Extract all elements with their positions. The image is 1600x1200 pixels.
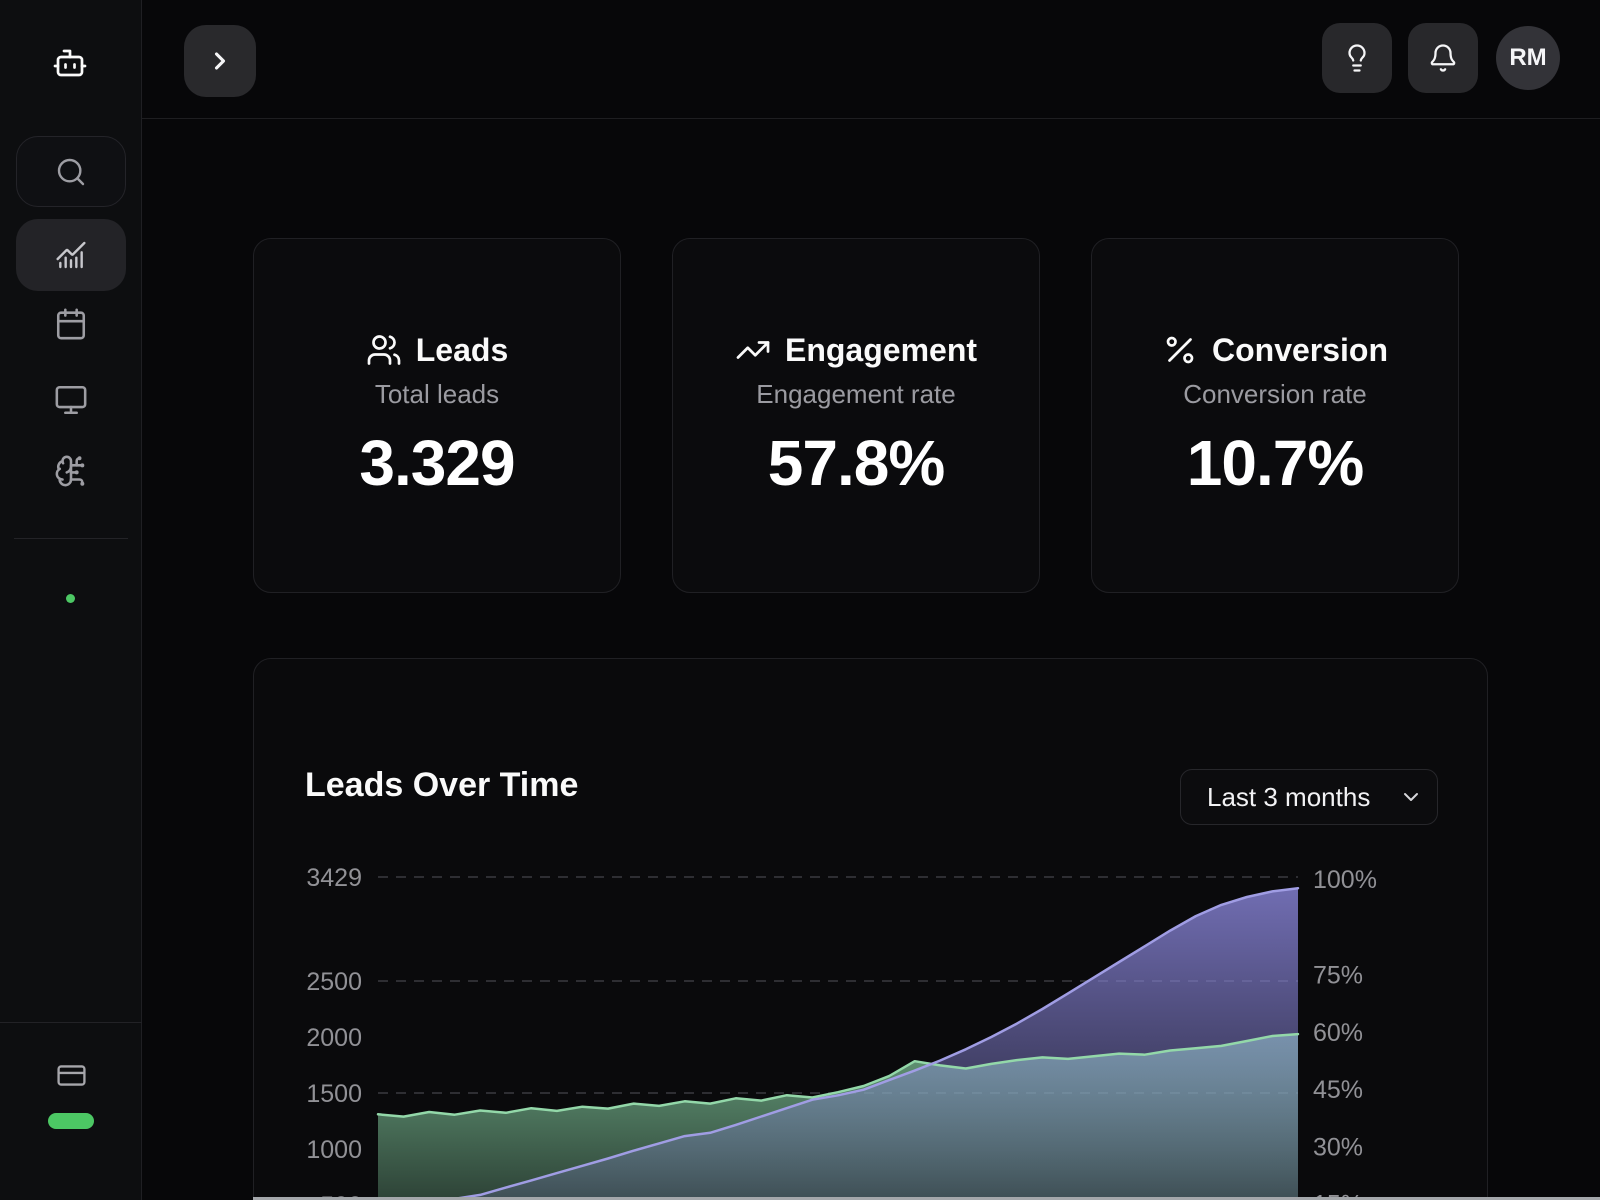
user-avatar[interactable]: RM — [1496, 26, 1560, 90]
bot-icon — [52, 45, 88, 81]
sidebar-item-analytics[interactable] — [16, 219, 126, 291]
y-axis-right-tick: 100% — [1313, 866, 1377, 894]
sidebar-expand-button[interactable] — [184, 25, 256, 97]
kpi-title-row: Conversion — [1162, 332, 1388, 369]
notifications-button[interactable] — [1408, 23, 1478, 93]
theme-toggle-button[interactable] — [1322, 23, 1392, 93]
kpi-card-conversion: Conversion Conversion rate 10.7% — [1091, 238, 1459, 593]
kpi-value: 10.7% — [1186, 426, 1364, 499]
sidebar-item-billing[interactable] — [16, 1053, 126, 1097]
kpi-title-row: Leads — [366, 332, 508, 369]
kpi-value: 3.329 — [359, 426, 515, 499]
kpi-subtitle: Total leads — [374, 378, 500, 409]
users-icon — [366, 332, 402, 368]
chart-title: Leads Over Time — [305, 766, 579, 804]
y-axis-left-tick: 2000 — [306, 1024, 362, 1052]
time-range-dropdown[interactable]: Last 3 months — [1180, 769, 1438, 825]
y-axis-right-tick: 60% — [1313, 1019, 1363, 1047]
sidebar-item-search[interactable] — [16, 136, 126, 207]
trending-up-icon — [735, 332, 771, 368]
y-axis-left-tick: 1500 — [306, 1080, 362, 1108]
kpi-title: Leads — [415, 331, 509, 368]
engagement-line — [376, 1032, 1300, 1118]
y-axis-left-tick: 3429 — [306, 864, 362, 892]
lightbulb-icon — [1342, 43, 1372, 73]
avatar-initials: RM — [1509, 44, 1547, 71]
monitor-icon — [54, 383, 88, 417]
y-axis-left-tick: 2500 — [306, 968, 362, 996]
y-axis-right-tick: 30% — [1313, 1133, 1363, 1161]
leads-over-time-chart[interactable]: 3429 2500 2000 1500 1000 500 100% 75% 60% 45% 30% 1… — [253, 845, 1600, 1200]
kpi-subtitle: Engagement rate — [756, 378, 956, 409]
leads-line — [445, 886, 1300, 1200]
kpi-subtitle: Conversion rate — [1183, 378, 1367, 409]
credit-card-icon — [56, 1060, 87, 1091]
kpi-title: Conversion — [1211, 331, 1389, 368]
y-axis-right-tick: 45% — [1313, 1076, 1363, 1104]
brain-circuit-icon — [54, 454, 88, 488]
time-range-value: Last 3 months — [1207, 781, 1371, 812]
top-bar: RM — [142, 0, 1600, 119]
y-axis-left-tick: 1000 — [306, 1136, 362, 1164]
kpi-card-engagement: Engagement Engagement rate 57.8% — [672, 238, 1040, 593]
y-axis-right-tick: 75% — [1313, 962, 1363, 990]
sidebar-divider — [14, 538, 128, 539]
calendar-icon — [54, 307, 88, 341]
sidebar-item-ai[interactable] — [16, 449, 126, 493]
kpi-title-row: Engagement — [735, 332, 977, 369]
sidebar-footer — [0, 1022, 142, 1200]
kpi-title: Engagement — [784, 331, 978, 368]
sidebar-item-calendar[interactable] — [16, 302, 126, 346]
search-icon — [55, 156, 87, 188]
percent-icon — [1162, 332, 1198, 368]
status-dot — [66, 594, 75, 603]
kpi-card-leads: Leads Total leads 3.329 — [253, 238, 621, 593]
bell-icon — [1428, 43, 1458, 73]
analytics-chart-icon — [55, 239, 87, 271]
page-bottom-strip — [253, 1197, 1600, 1200]
y-axis-right-tick: 15% — [1313, 1191, 1363, 1200]
sidebar — [0, 0, 142, 1200]
kpi-value: 57.8% — [767, 426, 945, 499]
status-pill — [48, 1113, 94, 1129]
chevron-right-icon — [206, 47, 234, 75]
sidebar-item-monitor[interactable] — [16, 378, 126, 422]
leads-area — [450, 888, 1298, 1200]
y-axis-left-tick: 500 — [320, 1192, 362, 1200]
chevron-down-icon — [1399, 785, 1423, 809]
